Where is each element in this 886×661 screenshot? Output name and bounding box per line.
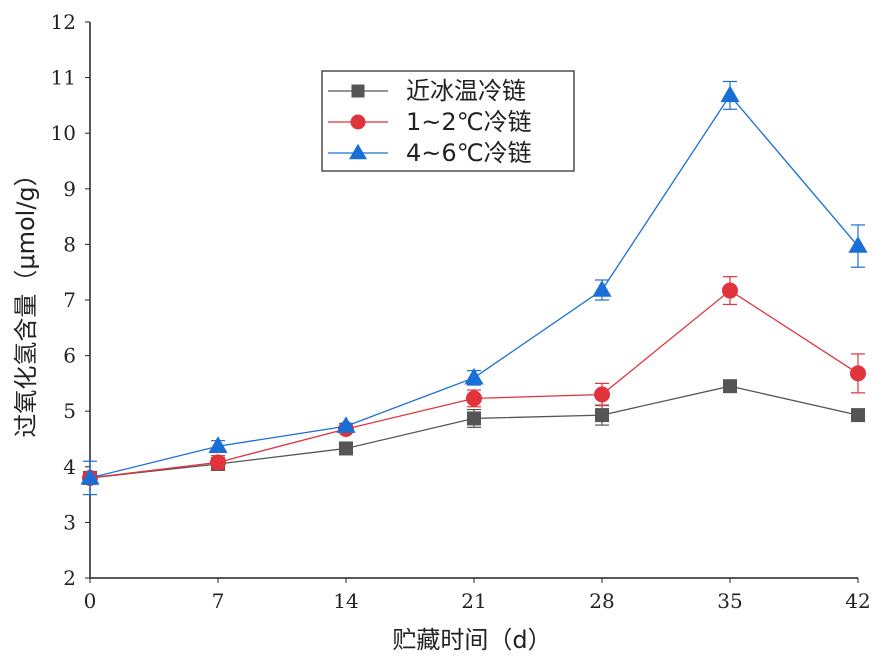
y-tick-label: 9	[63, 177, 76, 201]
x-axis-title: 贮藏时间（d）	[392, 626, 551, 654]
data-point	[848, 236, 868, 253]
y-tick-label: 3	[63, 510, 76, 534]
data-point	[467, 411, 481, 426]
y-tick-label: 7	[63, 288, 76, 312]
x-tick-label: 0	[84, 589, 97, 613]
y-tick-label: 6	[63, 344, 76, 368]
legend-item: 近冰温冷链	[328, 77, 526, 105]
legend: 近冰温冷链 1~2℃冷链 4~6℃冷链	[321, 70, 575, 172]
series-3	[80, 80, 868, 496]
data-point	[210, 454, 226, 471]
legend-item: 1~2℃冷链	[328, 108, 532, 136]
x-tick-label: 7	[212, 589, 225, 613]
x-tick-label: 42	[845, 589, 870, 613]
data-point	[720, 85, 740, 103]
legend-marker	[350, 114, 366, 130]
y-tick-label: 10	[51, 121, 76, 145]
x-tick-label: 35	[717, 589, 742, 613]
data-point	[464, 367, 484, 385]
tick-labels: 2 3 4 5 6 7 8 9 10 11 12 0 7 14 21 28 35 42	[51, 10, 871, 613]
data-point	[851, 408, 865, 423]
y-tick-label: 8	[63, 232, 76, 256]
data-point	[592, 280, 612, 297]
data-point	[723, 379, 737, 394]
data-point	[336, 416, 356, 433]
x-tick-label: 14	[333, 589, 358, 613]
x-tick-label: 28	[589, 589, 614, 613]
y-tick-label: 11	[51, 66, 76, 90]
y-tick-label: 2	[63, 566, 76, 590]
data-point	[208, 436, 228, 453]
legend-marker	[351, 84, 365, 98]
legend-item: 4~6℃冷链	[328, 139, 532, 167]
y-axis-title: 过氧化氢含量（μmol/g）	[12, 162, 40, 437]
y-tick-label: 5	[63, 399, 76, 423]
legend-label: 1~2℃冷链	[406, 108, 532, 136]
data-point	[466, 390, 482, 407]
legend-label: 近冰温冷链	[406, 77, 526, 105]
x-tick-label: 21	[461, 589, 486, 613]
data-point	[722, 282, 738, 299]
legend-label: 4~6℃冷链	[406, 139, 532, 167]
data-point	[339, 441, 353, 456]
y-tick-label: 4	[63, 455, 76, 479]
y-tick-label: 12	[51, 10, 76, 34]
data-point	[850, 365, 866, 382]
data-point	[595, 408, 609, 423]
data-point	[80, 468, 100, 485]
legend-marker	[349, 143, 367, 160]
data-point	[594, 386, 610, 403]
series-layer	[80, 80, 868, 496]
